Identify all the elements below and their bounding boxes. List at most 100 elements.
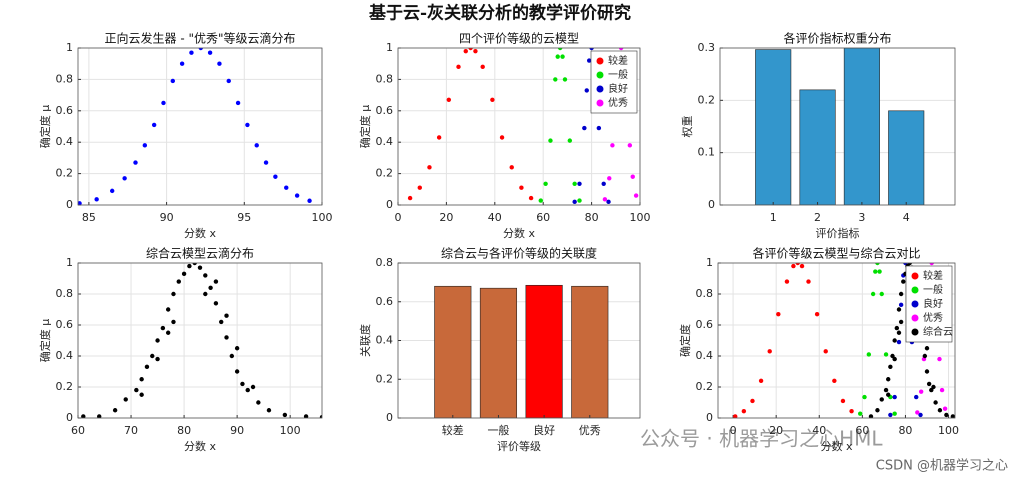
y-axis-label: 确定度 μ bbox=[358, 105, 372, 149]
cloud-drop bbox=[879, 291, 884, 297]
legend-label: 一般 bbox=[608, 68, 628, 81]
y-tick-label: 0.4 bbox=[376, 135, 394, 148]
cloud-drop bbox=[134, 387, 139, 393]
cloud-drop bbox=[81, 414, 86, 418]
cloud-drop bbox=[307, 198, 312, 203]
cloud-drop bbox=[254, 143, 259, 148]
x-tick-label: 100 bbox=[280, 424, 301, 437]
cloud-drop bbox=[915, 410, 920, 415]
axes-box bbox=[717, 262, 956, 419]
y-tick-label: 1 bbox=[386, 41, 393, 54]
cloud-drop bbox=[181, 271, 187, 277]
x-tick-label: 100 bbox=[630, 211, 651, 224]
cloud-drop bbox=[490, 97, 495, 103]
x-axis-label: 评价等级 bbox=[497, 439, 541, 453]
y-tick-label: 0.2 bbox=[56, 167, 74, 180]
y-tick-label: 0.4 bbox=[56, 135, 74, 148]
cloud-drop bbox=[171, 319, 176, 325]
x-tick-label: 较差 bbox=[442, 423, 464, 437]
cloud-drop bbox=[758, 378, 764, 383]
cloud-drop bbox=[208, 285, 213, 290]
cloud-drop bbox=[245, 387, 250, 393]
cloud-drop bbox=[814, 311, 820, 317]
cloud-drop bbox=[112, 408, 118, 413]
cloud-drop bbox=[133, 160, 138, 165]
x-tick-label: 40 bbox=[488, 211, 502, 224]
cloud-drop bbox=[886, 377, 891, 382]
cloud-drop bbox=[509, 165, 514, 170]
cloud-drop bbox=[849, 408, 854, 414]
y-tick-label: 0.2 bbox=[56, 380, 74, 393]
legend-marker bbox=[596, 71, 604, 79]
y-axis-label: 确定度 μ bbox=[38, 105, 52, 149]
cloud-drop bbox=[176, 279, 181, 284]
legend-label: 综合云 bbox=[923, 325, 953, 338]
cloud-drop bbox=[224, 335, 229, 340]
cloud-drop bbox=[187, 263, 192, 269]
cloud-drop bbox=[862, 394, 867, 400]
cloud-drop bbox=[171, 291, 176, 297]
cloud-drop bbox=[898, 291, 904, 297]
cloud-drop bbox=[926, 381, 932, 387]
cloud-drop bbox=[256, 400, 261, 405]
legend-label: 较差 bbox=[923, 269, 943, 282]
cloud-drop bbox=[155, 356, 160, 362]
cloud-drop bbox=[543, 181, 548, 187]
cloud-drop bbox=[213, 301, 219, 306]
cloud-drop bbox=[750, 398, 755, 404]
cloud-drop bbox=[266, 408, 272, 413]
cloud-drop bbox=[586, 58, 592, 63]
y-tick-label: 0.2 bbox=[376, 372, 394, 385]
legend-marker bbox=[911, 314, 919, 322]
watermark: 公众号 · 机器学习之心HML bbox=[640, 427, 883, 451]
bar bbox=[799, 89, 836, 205]
cloud-drop bbox=[572, 199, 577, 205]
plot-area bbox=[78, 263, 322, 418]
x-tick-label: 3 bbox=[858, 211, 865, 224]
cloud-drop bbox=[192, 263, 197, 266]
x-axis-label: 分数 x bbox=[184, 227, 216, 240]
cloud-drop bbox=[942, 406, 948, 411]
x-tick-label: 80 bbox=[177, 424, 191, 437]
cloud-drop bbox=[896, 307, 902, 312]
cloud-drop bbox=[234, 346, 240, 351]
axes-box bbox=[77, 47, 323, 206]
cloud-drop bbox=[918, 412, 923, 418]
cloud-drop bbox=[480, 64, 485, 70]
cloud-drop bbox=[875, 408, 880, 413]
axes-box bbox=[719, 47, 956, 206]
cloud-drop bbox=[627, 143, 633, 148]
y-tick-label: 0.3 bbox=[698, 41, 716, 54]
cloud-drop bbox=[866, 352, 872, 357]
x-tick-label: 2 bbox=[814, 211, 821, 224]
cloud-drop bbox=[784, 279, 790, 284]
cloud-drop bbox=[929, 263, 934, 266]
cloud-drop bbox=[263, 160, 269, 165]
x-tick-label: 90 bbox=[230, 424, 244, 437]
y-tick-label: 0.2 bbox=[376, 167, 394, 180]
x-tick-label: 80 bbox=[585, 211, 599, 224]
legend-label: 优秀 bbox=[923, 311, 943, 324]
y-tick-label: 0.6 bbox=[56, 318, 74, 331]
bar bbox=[479, 287, 518, 418]
cloud-drop bbox=[898, 302, 904, 308]
y-tick-label: 0 bbox=[66, 411, 73, 424]
cloud-drop bbox=[567, 138, 573, 143]
cloud-drop bbox=[584, 88, 589, 93]
cloud-drop bbox=[907, 263, 912, 266]
subplot-title: 正向云发生器 - "优秀"等级云滴分布 bbox=[105, 31, 296, 46]
cloud-drop bbox=[303, 414, 309, 418]
y-tick-label: 0.8 bbox=[696, 287, 714, 300]
y-tick-label: 0.8 bbox=[56, 287, 74, 300]
cloud-drop bbox=[282, 412, 288, 418]
cloud-drop bbox=[877, 269, 882, 274]
cloud-drop bbox=[123, 397, 128, 402]
cloud-drop bbox=[937, 408, 943, 413]
x-tick-label: 100 bbox=[312, 211, 333, 224]
cloud-drop bbox=[950, 414, 955, 418]
x-axis-label: 分数 x bbox=[184, 440, 216, 453]
cloud-drop bbox=[197, 265, 203, 270]
cloud-drop bbox=[868, 414, 874, 418]
y-tick-label: 0 bbox=[66, 198, 73, 211]
